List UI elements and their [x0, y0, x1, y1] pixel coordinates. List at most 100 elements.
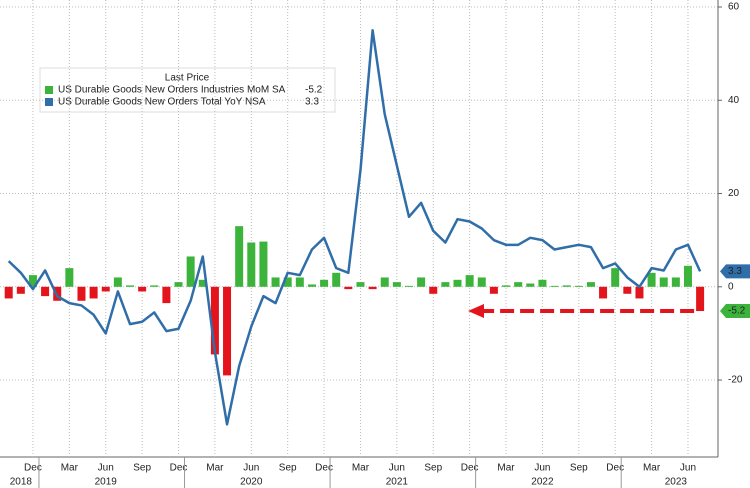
bar — [489, 286, 498, 294]
bar — [162, 286, 171, 304]
bar — [4, 286, 13, 299]
bar — [526, 283, 535, 287]
bar — [417, 277, 426, 287]
x-tick-label: Dec — [24, 463, 42, 474]
bar — [453, 279, 462, 287]
year-label: 2018 — [10, 477, 33, 488]
y-tick-label: -20 — [728, 375, 743, 386]
bar — [550, 285, 559, 287]
year-label: 2019 — [95, 477, 118, 488]
bar — [247, 242, 256, 287]
x-tick-label: Dec — [170, 463, 188, 474]
value-tag — [720, 304, 750, 319]
x-tick-label: Sep — [279, 463, 297, 474]
year-label: 2022 — [531, 477, 554, 488]
legend-swatch — [45, 86, 53, 94]
bar — [380, 277, 389, 287]
bar — [538, 279, 547, 287]
bar — [635, 286, 644, 299]
x-tick-label: Mar — [352, 463, 370, 474]
bar — [368, 286, 377, 290]
legend-swatch — [45, 98, 53, 106]
legend-value: -5.2 — [305, 85, 323, 96]
y-tick-label: 60 — [728, 2, 740, 13]
x-tick-label: Jun — [98, 463, 114, 474]
bar — [186, 256, 195, 287]
y-tick-label: 0 — [728, 281, 734, 292]
bar — [671, 277, 680, 287]
bar — [295, 277, 304, 287]
legend-label: US Durable Goods New Orders Total YoY NS… — [58, 97, 266, 108]
bar — [283, 277, 292, 287]
value-tag — [720, 264, 750, 279]
bar — [441, 282, 450, 287]
x-tick-label: Mar — [497, 463, 515, 474]
bar — [647, 272, 656, 287]
x-tick-label: Dec — [461, 463, 479, 474]
year-label: 2023 — [665, 477, 688, 488]
bar — [28, 275, 37, 287]
x-tick-label: Jun — [389, 463, 405, 474]
y-tick-label: 40 — [728, 95, 740, 106]
arrow-head — [468, 304, 484, 319]
bar — [77, 286, 86, 301]
bar — [126, 285, 134, 287]
bar — [101, 286, 110, 292]
bar — [150, 285, 159, 287]
bar — [599, 286, 608, 299]
x-tick-label: Jun — [680, 463, 696, 474]
bar — [586, 282, 595, 287]
x-tick-label: Sep — [570, 463, 588, 474]
bar — [320, 279, 329, 287]
bar — [574, 285, 583, 287]
legend-label: US Durable Goods New Orders Industries M… — [58, 85, 286, 96]
bar — [307, 284, 316, 287]
legend-value: 3.3 — [305, 97, 319, 108]
bar — [696, 286, 705, 312]
value-tag-label: 3.3 — [728, 266, 742, 277]
bar — [392, 282, 401, 287]
x-tick-label: Mar — [206, 463, 224, 474]
legend-title: Last Price — [165, 73, 210, 84]
bar — [271, 277, 280, 287]
x-tick-label: Dec — [606, 463, 624, 474]
x-tick-label: Jun — [534, 463, 550, 474]
x-tick-label: Sep — [424, 463, 442, 474]
bar — [16, 286, 25, 294]
year-label: 2020 — [240, 477, 263, 488]
bar — [65, 268, 74, 287]
y-tick-label: 20 — [728, 188, 740, 199]
bar — [659, 277, 668, 287]
bar — [223, 286, 232, 376]
bar — [429, 286, 438, 294]
bar — [344, 286, 353, 290]
year-label: 2021 — [386, 477, 409, 488]
bar — [259, 241, 268, 287]
x-tick-label: Dec — [315, 463, 333, 474]
bar — [198, 279, 207, 287]
bar — [174, 282, 183, 287]
bar — [502, 285, 511, 287]
bar — [465, 275, 474, 287]
bar — [89, 286, 98, 299]
x-tick-label: Mar — [643, 463, 661, 474]
bar — [623, 286, 632, 294]
bar — [332, 272, 341, 287]
bar — [356, 282, 365, 287]
x-tick-label: Jun — [243, 463, 259, 474]
x-tick-label: Mar — [61, 463, 79, 474]
legend-box — [39, 67, 336, 113]
bar — [235, 226, 244, 287]
value-tag-label: -5.2 — [728, 306, 746, 317]
line — [7, 29, 702, 426]
bar — [210, 286, 219, 355]
bar — [41, 286, 50, 297]
bar — [404, 285, 413, 287]
bar — [683, 265, 692, 287]
bar — [611, 268, 620, 287]
bar — [113, 277, 122, 287]
bar — [514, 282, 523, 287]
x-tick-label: Sep — [133, 463, 151, 474]
bar — [138, 286, 147, 292]
